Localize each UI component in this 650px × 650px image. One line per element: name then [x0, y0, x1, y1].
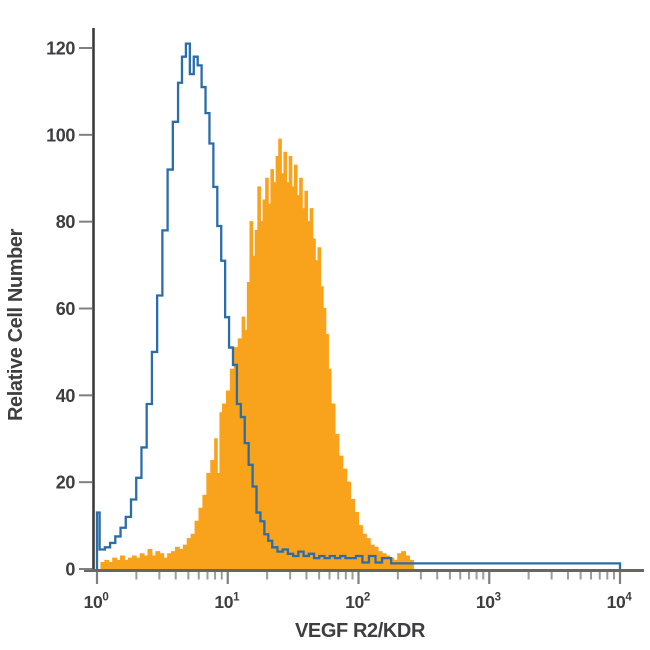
y-tick-label: 120 [46, 39, 75, 59]
y-tick-label: 80 [56, 212, 76, 232]
x-axis-title: VEGF R2/KDR [295, 620, 426, 642]
tick-layer: 0 20 40 60 80 100 120 100 101 102 103 104 [46, 39, 633, 613]
y-tick-label: 60 [56, 299, 76, 319]
x-tick-label: 101 [214, 592, 240, 613]
y-tick-label: 20 [56, 473, 76, 493]
open-histogram [95, 42, 622, 569]
y-axis-title: Relative Cell Number [5, 228, 27, 421]
x-tick-label: 100 [84, 592, 109, 613]
y-tick-label: 100 [46, 125, 75, 145]
series-layer [95, 42, 622, 569]
x-tick-label: 102 [345, 592, 370, 613]
axes-layer [84, 28, 644, 572]
y-tick-label: 40 [56, 386, 76, 406]
y-tick-label: 0 [65, 560, 75, 580]
x-tick-label: 104 [607, 592, 633, 613]
filled-histogram [100, 138, 414, 569]
x-tick-label: 103 [476, 592, 501, 613]
